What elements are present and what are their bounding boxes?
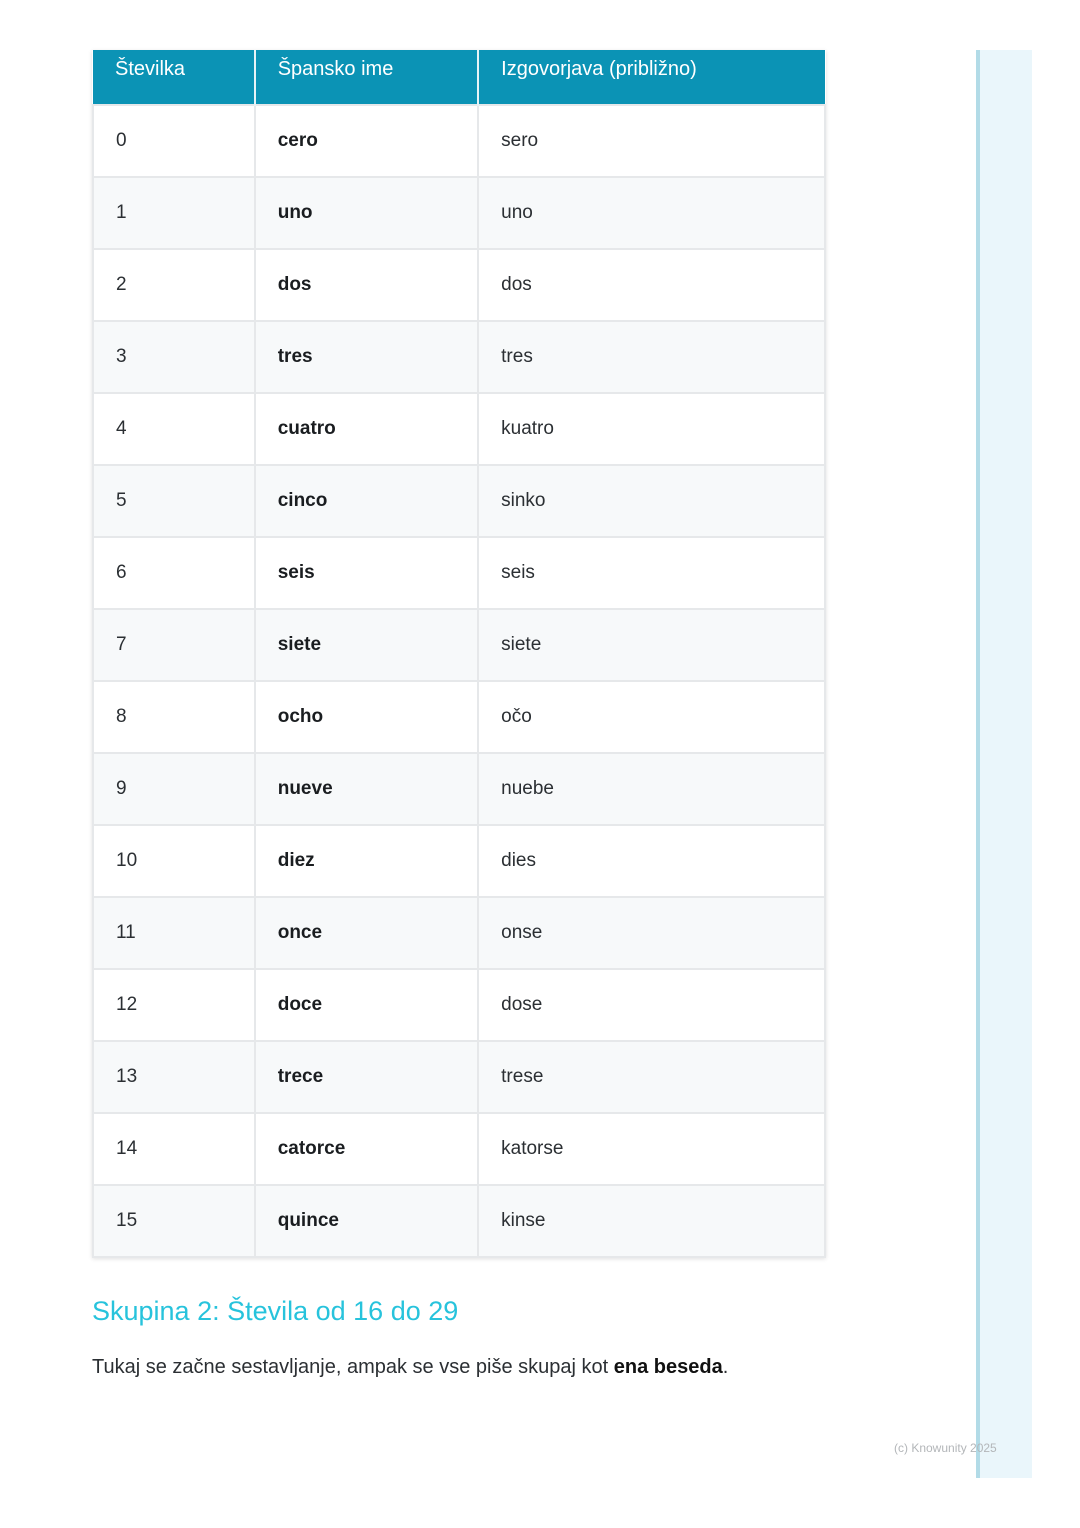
cell-pronunciation: nuebe [477, 752, 826, 826]
numbers-table: Številka Špansko ime Izgovorjava (pribli… [92, 50, 826, 1258]
cell-spanish: once [253, 896, 480, 970]
cell-pronunciation: dies [477, 824, 826, 898]
cell-number: 12 [92, 968, 256, 1042]
cell-number: 15 [92, 1184, 256, 1258]
cell-spanish: dos [253, 248, 480, 322]
cell-spanish: tres [253, 320, 480, 394]
table-row: 4 cuatro kuatro [92, 392, 826, 466]
cell-spanish: uno [253, 176, 480, 250]
cell-number: 3 [92, 320, 256, 394]
cell-pronunciation: onse [477, 896, 826, 970]
cell-pronunciation: tres [477, 320, 826, 394]
copyright-footer: (c) Knowunity 2025 [894, 1441, 997, 1455]
cell-pronunciation: kuatro [477, 392, 826, 466]
table-row: 15 quince kinse [92, 1184, 826, 1258]
cell-pronunciation: sero [477, 104, 826, 178]
column-header-pronunciation: Izgovorjava (približno) [478, 50, 825, 105]
cell-number: 6 [92, 536, 256, 610]
cell-number: 13 [92, 1040, 256, 1114]
cell-pronunciation: katorse [477, 1112, 826, 1186]
cell-number: 1 [92, 176, 256, 250]
cell-number: 8 [92, 680, 256, 754]
section-heading: Skupina 2: Števila od 16 do 29 [92, 1296, 459, 1326]
cell-number: 11 [92, 896, 256, 970]
cell-spanish: cinco [253, 464, 480, 538]
cell-number: 2 [92, 248, 256, 322]
cell-number: 4 [92, 392, 256, 466]
text-part: Tukaj se začne sestavljanje, ampak se vs… [92, 1356, 614, 1378]
cell-number: 10 [92, 824, 256, 898]
cell-spanish: nueve [253, 752, 480, 826]
table-row: 10 diez dies [92, 824, 826, 898]
cell-spanish: cuatro [253, 392, 480, 466]
table-row: 8 ocho očo [92, 680, 826, 754]
cell-spanish: catorce [253, 1112, 480, 1186]
cell-spanish: quince [253, 1184, 480, 1258]
table-row: 9 nueve nuebe [92, 752, 826, 826]
cell-spanish: siete [253, 608, 480, 682]
cell-pronunciation: dos [477, 248, 826, 322]
table-row: 0 cero sero [92, 104, 826, 178]
cell-spanish: cero [253, 104, 480, 178]
cell-number: 14 [92, 1112, 256, 1186]
column-header-spanish: Špansko ime [254, 50, 480, 105]
table-row: 6 seis seis [92, 536, 826, 610]
table-row: 7 siete siete [92, 608, 826, 682]
cell-number: 7 [92, 608, 256, 682]
cell-pronunciation: očo [477, 680, 826, 754]
cell-pronunciation: trese [477, 1040, 826, 1114]
cell-pronunciation: dose [477, 968, 826, 1042]
cell-spanish: diez [253, 824, 480, 898]
column-header-number: Številka [93, 50, 256, 105]
cell-pronunciation: kinse [477, 1184, 826, 1258]
cell-pronunciation: uno [477, 176, 826, 250]
table-row: 12 doce dose [92, 968, 826, 1042]
section-text: Tukaj se začne sestavljanje, ampak se vs… [92, 1356, 728, 1379]
cell-number: 5 [92, 464, 256, 538]
table-row: 13 trece trese [92, 1040, 826, 1114]
cell-pronunciation: siete [477, 608, 826, 682]
cell-pronunciation: sinko [477, 464, 826, 538]
sidebar-strip [976, 50, 1032, 1478]
cell-spanish: seis [253, 536, 480, 610]
cell-spanish: ocho [253, 680, 480, 754]
text-bold: ena beseda [613, 1356, 723, 1378]
cell-number: 9 [92, 752, 256, 826]
cell-spanish: trece [253, 1040, 480, 1114]
cell-pronunciation: seis [477, 536, 826, 610]
table-row: 14 catorce katorse [92, 1112, 826, 1186]
table-row: 5 cinco sinko [92, 464, 826, 538]
table-row: 11 once onse [92, 896, 826, 970]
table-row: 1 uno uno [92, 176, 826, 250]
cell-number: 0 [92, 104, 256, 178]
cell-spanish: doce [253, 968, 480, 1042]
table-row: 3 tres tres [92, 320, 826, 394]
table-row: 2 dos dos [92, 248, 826, 322]
text-part: . [722, 1356, 729, 1378]
table-header-row: Številka Špansko ime Izgovorjava (pribli… [93, 50, 825, 105]
